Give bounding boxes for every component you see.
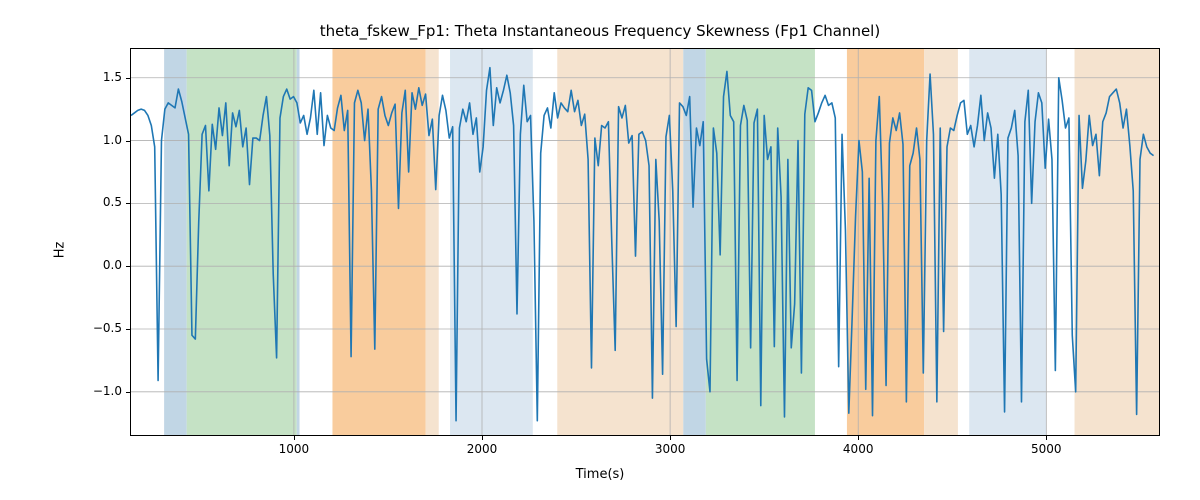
ytick-mark xyxy=(126,266,130,267)
ytick-mark xyxy=(126,78,130,79)
x-axis-label: Time(s) xyxy=(0,467,1200,482)
xtick-label: 2000 xyxy=(452,442,512,456)
background-region xyxy=(426,49,439,435)
background-region xyxy=(1075,49,1159,435)
xtick-mark xyxy=(294,436,295,440)
chart-figure: theta_fskew_Fp1: Theta Instantaneous Fre… xyxy=(0,0,1200,500)
xtick-mark xyxy=(482,436,483,440)
ytick-mark xyxy=(126,141,130,142)
y-axis-label: Hz xyxy=(53,242,68,259)
ytick-label: 0.0 xyxy=(82,258,122,272)
chart-title: theta_fskew_Fp1: Theta Instantaneous Fre… xyxy=(0,22,1200,40)
xtick-label: 4000 xyxy=(828,442,888,456)
background-region xyxy=(683,49,706,435)
xtick-mark xyxy=(670,436,671,440)
ytick-label: 1.5 xyxy=(82,70,122,84)
xtick-mark xyxy=(858,436,859,440)
ytick-label: −0.5 xyxy=(82,321,122,335)
ytick-label: 0.5 xyxy=(82,195,122,209)
plot-area xyxy=(130,48,1160,436)
ytick-label: −1.0 xyxy=(82,384,122,398)
xtick-label: 3000 xyxy=(640,442,700,456)
xtick-label: 1000 xyxy=(264,442,324,456)
background-region xyxy=(969,49,1046,435)
ytick-mark xyxy=(126,392,130,393)
ytick-mark xyxy=(126,203,130,204)
plot-svg xyxy=(131,49,1159,435)
xtick-mark xyxy=(1046,436,1047,440)
ytick-label: 1.0 xyxy=(82,133,122,147)
xtick-label: 5000 xyxy=(1016,442,1076,456)
ytick-mark xyxy=(126,329,130,330)
background-region xyxy=(187,49,297,435)
